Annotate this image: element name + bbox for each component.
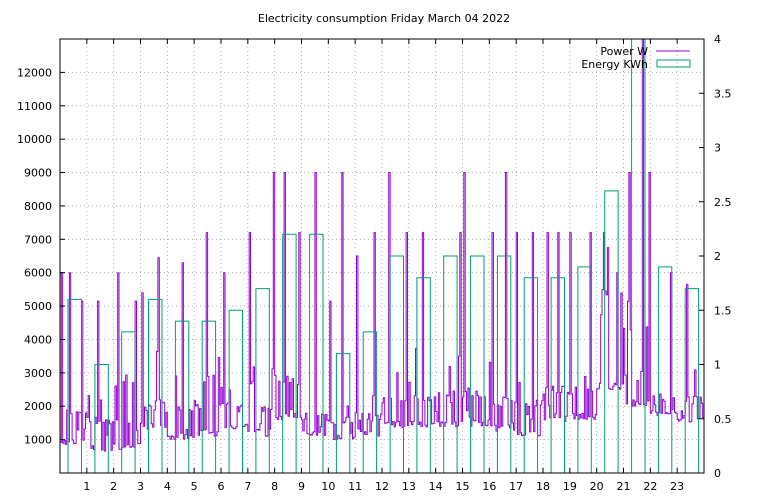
- x-tick-label: 15: [456, 480, 470, 493]
- x-tick-label: 19: [563, 480, 577, 493]
- energy-bar: [309, 233, 324, 473]
- energy-bar: [201, 320, 217, 473]
- energy-bar: [684, 288, 700, 473]
- y-tick-label: 7000: [24, 233, 52, 246]
- y2-tick-label: 4: [714, 33, 721, 46]
- energy-bar: [550, 277, 565, 473]
- y2-tick-label: 2.5: [714, 196, 732, 209]
- y-tick-label: 1000: [24, 434, 52, 447]
- energy-bar: [255, 288, 270, 473]
- y-tick-label: 8000: [24, 200, 52, 213]
- x-tick-label: 18: [536, 480, 550, 493]
- y-tick-label: 5000: [24, 300, 52, 313]
- y-tick-label: 11000: [17, 100, 52, 113]
- axes: 1 2 3 4 5 6 7 8 9 10 11 12 13 14 15 16 17 18 19 20 21 22 23100…: [17, 33, 732, 493]
- energy-bar: [496, 255, 512, 473]
- x-tick-label: 11: [348, 480, 362, 493]
- x-tick-label: 14: [429, 480, 443, 493]
- x-tick-label: 10: [321, 480, 335, 493]
- energy-bar: [657, 266, 673, 473]
- y-tick-label: 12000: [17, 66, 52, 79]
- x-tick-label: 3: [137, 480, 144, 493]
- power-line: [60, 38, 704, 452]
- energy-bar: [631, 38, 646, 473]
- x-tick-label: 8: [271, 480, 278, 493]
- plot-border: [59, 38, 705, 474]
- x-tick-label: 1: [83, 480, 90, 493]
- x-tick-label: 17: [509, 480, 523, 493]
- energy-bar: [443, 255, 458, 473]
- x-tick-label: 12: [375, 480, 389, 493]
- y2-tick-label: 1: [714, 359, 721, 372]
- x-tick-label: 9: [298, 480, 305, 493]
- energy-bar: [282, 233, 297, 473]
- x-tick-label: 4: [164, 480, 171, 493]
- x-tick-label: 5: [191, 480, 198, 493]
- y2-tick-label: 1.5: [714, 304, 732, 317]
- y2-tick-label: 2: [714, 250, 721, 263]
- energy-bar: [577, 266, 592, 473]
- y-tick-label: 9000: [24, 167, 52, 180]
- x-tick-label: 16: [482, 480, 496, 493]
- energy-bar: [94, 364, 109, 473]
- x-tick-label: 13: [402, 480, 416, 493]
- x-tick-label: 6: [218, 480, 225, 493]
- energy-bar: [523, 277, 539, 473]
- x-tick-label: 20: [590, 480, 604, 493]
- energy-bar: [362, 331, 378, 473]
- legend-swatch-energy: [656, 59, 691, 68]
- energy-bar: [121, 331, 136, 473]
- y-tick-label: 10000: [17, 133, 52, 146]
- y-tick-label: 4000: [24, 333, 52, 346]
- y-tick-label: 2000: [24, 400, 52, 413]
- energy-bar: [228, 309, 243, 473]
- y2-tick-label: 0: [714, 467, 721, 480]
- energy-bar: [174, 320, 190, 473]
- energy-series: [67, 38, 700, 473]
- y-tick-label: 6000: [24, 267, 52, 280]
- energy-bar: [148, 298, 163, 473]
- y-tick-label: 3000: [24, 367, 52, 380]
- energy-bar: [604, 190, 619, 473]
- y2-tick-label: 0.5: [714, 413, 732, 426]
- y2-tick-label: 3.5: [714, 87, 732, 100]
- energy-bar: [67, 298, 82, 473]
- x-tick-label: 23: [670, 480, 684, 493]
- energy-bar: [416, 277, 431, 473]
- x-tick-label: 21: [617, 480, 631, 493]
- energy-bar: [470, 255, 485, 473]
- x-tick-label: 22: [643, 480, 657, 493]
- x-tick-label: 7: [244, 480, 251, 493]
- x-tick-label: 2: [110, 480, 117, 493]
- energy-bar: [389, 255, 404, 473]
- legend-label-energy: Energy KWh: [581, 58, 648, 71]
- legend-label-power: Power W: [600, 45, 648, 58]
- energy-bar: [335, 353, 351, 473]
- power-series: [60, 38, 704, 452]
- y2-tick-label: 3: [714, 142, 721, 155]
- chart-title: Electricity consumption Friday March 04 …: [257, 12, 511, 25]
